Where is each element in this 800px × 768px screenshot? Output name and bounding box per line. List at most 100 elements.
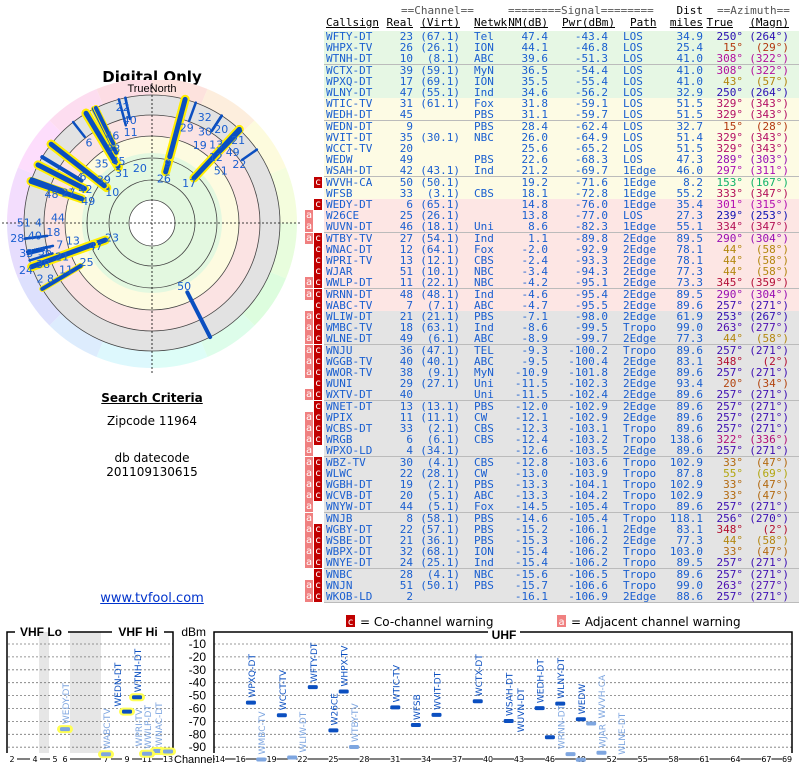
station-marker[interactable] bbox=[565, 752, 576, 757]
table-row[interactable]: WGBY-DT 22 (57.1) PBS -15.2 -106.1 2Edge 83.1 34… bbox=[324, 523, 799, 536]
nm-db: -4.6 bbox=[521, 287, 549, 301]
station-spoke[interactable] bbox=[117, 98, 128, 127]
table-row[interactable]: WTNH-DT 10 (8.1) ABC 39.6 -51.3 LOS 41.0 308° (32… bbox=[324, 52, 799, 66]
station-marker[interactable] bbox=[575, 717, 586, 722]
station-spoke[interactable] bbox=[83, 110, 118, 165]
station-spoke[interactable] bbox=[35, 162, 87, 192]
column-header[interactable]: Path bbox=[630, 16, 657, 29]
station-marker[interactable] bbox=[328, 728, 339, 733]
table-row[interactable]: WPRI-TV 13 (12.1) CBS -2.4 -93.3 2Edge 78.1 44° (… bbox=[324, 255, 799, 267]
station-marker[interactable] bbox=[472, 699, 483, 704]
station-marker[interactable] bbox=[338, 689, 349, 694]
table-row[interactable]: WTIC-TV 31 (61.1) Fox 31.8 -59.1 LOS 51.5 329° (3… bbox=[324, 98, 799, 111]
virtual-channel: (50.1) bbox=[420, 175, 460, 189]
station-marker[interactable] bbox=[132, 695, 142, 700]
station-spoke[interactable] bbox=[187, 101, 198, 123]
table-row[interactable]: WCBS-DT 33 (2.1) CBS -12.3 -103.1 Tropo 89.6 257… bbox=[324, 423, 799, 435]
station-marker[interactable] bbox=[586, 721, 597, 726]
station-marker[interactable] bbox=[349, 744, 360, 749]
power-dbm: -106.5 bbox=[568, 567, 608, 581]
azimuth-true: 250° bbox=[716, 86, 744, 99]
station-spoke[interactable] bbox=[26, 247, 44, 254]
azimuth-magn: (58°) bbox=[755, 254, 789, 267]
station-spoke[interactable] bbox=[185, 290, 213, 340]
station-spoke[interactable] bbox=[40, 263, 83, 291]
station-marker[interactable] bbox=[256, 757, 267, 762]
table-row[interactable]: WSBE-DT 21 (36.1) PBS -15.3 -106.2 2Edge 77.3 44… bbox=[324, 535, 799, 547]
table-row[interactable]: WVVH-CA 50 (50.1) 19.2 -71.6 1Edge 8.2 153° (167… bbox=[324, 175, 799, 189]
station-spoke[interactable] bbox=[23, 235, 42, 240]
station-spoke[interactable] bbox=[211, 114, 223, 130]
station-marker[interactable] bbox=[307, 685, 318, 690]
station-marker[interactable] bbox=[544, 735, 555, 740]
station-marker-label: WLIW-DT bbox=[299, 711, 309, 752]
station-marker[interactable] bbox=[245, 700, 256, 705]
real-channel: 10 bbox=[399, 52, 413, 66]
table-row[interactable]: WEDN-DT 9 PBS 28.4 -62.4 LOS 32.7 15° (28°) bbox=[324, 120, 799, 133]
station-marker[interactable] bbox=[555, 701, 566, 706]
tick-bg bbox=[606, 754, 617, 764]
table-row[interactable]: WRNN-DT 48 (48.1) Ind -4.6 -95.4 2Edge 89.5 290°… bbox=[324, 287, 799, 301]
table-row[interactable]: WWOR-TV 38 (9.1) MyN -10.9 -101.8 2Edge 89.6 257… bbox=[324, 367, 799, 379]
vhf-gap-band bbox=[39, 632, 49, 753]
station-spoke[interactable] bbox=[228, 129, 243, 144]
tvfool-link[interactable]: www.tvfool.com bbox=[100, 591, 204, 606]
station-marker[interactable] bbox=[60, 727, 70, 732]
table-row[interactable]: WKOB-LD 2 -16.1 -106.9 2Edge 88.6 257° (271°) bbox=[324, 591, 799, 603]
station-marker[interactable] bbox=[503, 719, 514, 724]
station-spoke[interactable] bbox=[30, 177, 58, 190]
table-row[interactable]: WNYW-DT 44 (5.1) Fox -14.5 -105.4 Tropo 89.6 257… bbox=[324, 501, 799, 514]
station-marker[interactable] bbox=[410, 723, 421, 728]
station-marker[interactable] bbox=[101, 752, 111, 757]
column-header[interactable]: True bbox=[706, 16, 734, 29]
station-marker[interactable] bbox=[163, 749, 173, 754]
table-row[interactable]: WJAR 51 (10.1) NBC -3.4 -94.3 2Edge 77.3 44° (58°… bbox=[324, 266, 799, 279]
table-row[interactable]: WSAH-DT 42 (43.1) Ind 21.2 -69.7 1Edge 46.0 297°… bbox=[324, 165, 799, 178]
column-header[interactable]: (Virt) bbox=[420, 16, 460, 29]
table-row[interactable]: WNJN 51 (50.1) PBS -15.7 -106.6 Tropo 99.0 263° (… bbox=[324, 579, 799, 592]
network: Ind bbox=[474, 231, 494, 245]
station-marker[interactable] bbox=[276, 713, 287, 718]
station-marker[interactable] bbox=[575, 757, 586, 762]
table-row[interactable]: WABC-TV 7 (7.1) ABC -4.7 -95.5 2Edge 89.6 257° (2… bbox=[324, 299, 799, 312]
table-row[interactable]: WLNE-DT 49 (6.1) ABC -8.9 -99.7 2Edge 77.3 44° (5… bbox=[324, 333, 799, 346]
station-marker[interactable] bbox=[534, 706, 545, 711]
table-row[interactable]: WTBY-TV 27 (54.1) Ind 1.1 -89.8 2Edge 89.5 290° (… bbox=[324, 231, 799, 245]
tick-bg bbox=[637, 754, 648, 764]
station-spoke[interactable] bbox=[48, 141, 107, 189]
station-marker-label: WLNE-DT bbox=[618, 712, 628, 755]
table-row[interactable]: WEDW 49 PBS 22.6 -68.3 LOS 47.3 289° (303°) bbox=[324, 154, 799, 167]
station-marker[interactable] bbox=[142, 751, 152, 756]
path: Tropo bbox=[623, 466, 657, 480]
station-spoke[interactable] bbox=[26, 248, 45, 256]
table-row[interactable]: WNYE-DT 24 (25.1) Ind -15.4 -106.2 Tropo 89.5 25… bbox=[324, 557, 799, 570]
virtual-channel: (13.1) bbox=[420, 399, 460, 413]
column-header[interactable]: miles bbox=[669, 16, 703, 29]
column-header[interactable]: Real bbox=[386, 16, 414, 29]
distance: 77.3 bbox=[676, 534, 704, 547]
table-row[interactable]: W26CE 25 (26.1) 13.8 -77.0 LOS 27.3 239° (253°) bbox=[324, 210, 799, 223]
column-header[interactable]: Pwr(dBm) bbox=[562, 16, 615, 29]
station-spoke[interactable] bbox=[28, 252, 54, 262]
station-spoke[interactable] bbox=[29, 241, 96, 270]
column-header[interactable]: Callsign bbox=[326, 16, 379, 29]
station-marker[interactable] bbox=[122, 709, 132, 714]
column-header[interactable]: Netwk bbox=[474, 16, 508, 29]
table-row[interactable]: WWLP-DT 11 (22.1) NBC -4.2 -95.1 2Edge 73.3 345°… bbox=[324, 277, 799, 290]
station-spoke[interactable] bbox=[40, 155, 84, 183]
adjacent-warning-badge: a bbox=[305, 232, 313, 244]
station-spoke[interactable] bbox=[71, 120, 86, 139]
station-marker[interactable] bbox=[431, 712, 442, 717]
station-spoke[interactable] bbox=[167, 96, 188, 160]
column-header[interactable]: (Magn) bbox=[749, 16, 789, 29]
station-marker[interactable] bbox=[287, 755, 298, 760]
station-spoke[interactable] bbox=[124, 96, 130, 115]
column-header[interactable]: NM(dB) bbox=[508, 16, 548, 29]
station-marker-label: WNAC-DT bbox=[155, 702, 165, 746]
station-spoke[interactable] bbox=[93, 105, 116, 146]
station-spoke[interactable] bbox=[240, 148, 259, 162]
station-spoke[interactable] bbox=[191, 126, 242, 181]
station-marker[interactable] bbox=[596, 750, 607, 755]
table-row[interactable]: WNJU 36 (47.1) TEL -9.3 -100.2 Tropo 89.6 257° (2… bbox=[324, 344, 799, 357]
station-marker[interactable] bbox=[390, 705, 401, 710]
